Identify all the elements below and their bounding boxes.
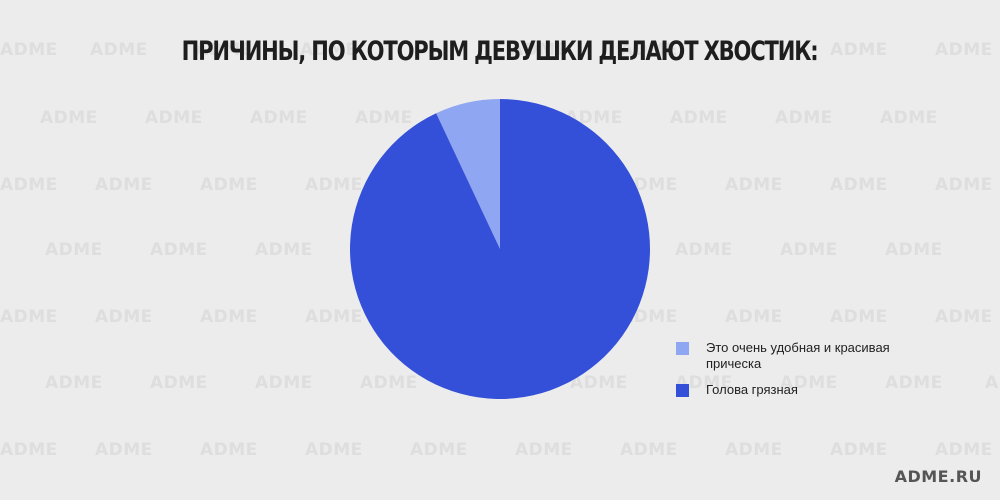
pie-slice-dirty-hair [350, 99, 651, 400]
legend-item-dirty-hair: Голова грязная [676, 382, 936, 398]
legend-label-dirty-hair: Голова грязная [706, 382, 798, 397]
brand-label: ADME.RU [894, 467, 982, 486]
page-title: ПРИЧИНЫ, ПО КОТОРЫМ ДЕВУШКИ ДЕЛАЮТ ХВОСТ… [0, 36, 1000, 67]
legend-swatch-dirty-hair [676, 384, 689, 397]
legend-item-comfortable: Это очень удобная и красивая прическа [676, 340, 936, 372]
legend-label-comfortable: Это очень удобная и красивая прическа [706, 340, 890, 371]
pie-slice-comfortable [436, 99, 500, 249]
chart-title: ПРИЧИНЫ, ПО КОТОРЫМ ДЕВУШКИ ДЕЛАЮТ ХВОСТ… [182, 36, 819, 67]
chart-legend: Это очень удобная и красивая прическа Го… [676, 340, 936, 408]
legend-swatch-comfortable [676, 342, 689, 355]
